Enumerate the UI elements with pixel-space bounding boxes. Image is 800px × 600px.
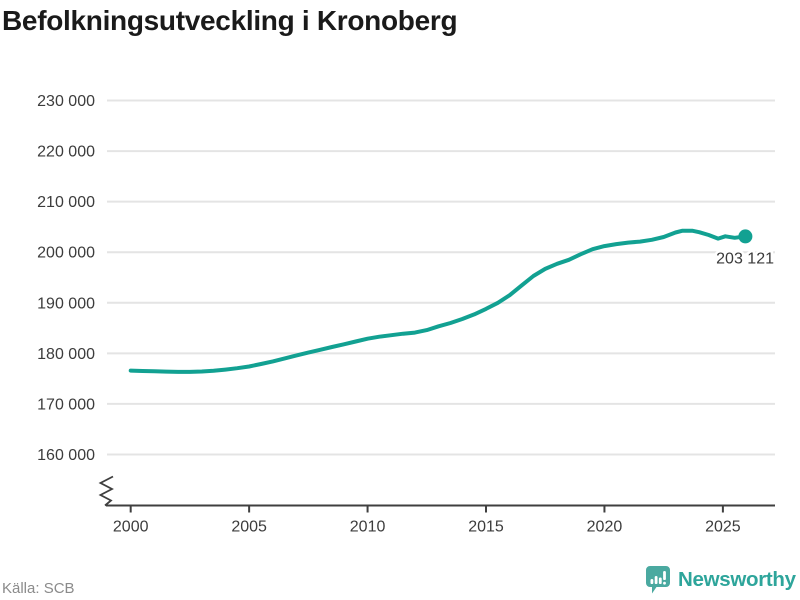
x-tick-label: 2005 [231,519,267,536]
x-tick-label: 2020 [587,519,623,536]
axis-break-icon [98,475,114,507]
y-tick-label: 190 000 [37,295,95,312]
exclamation-bar-icon [663,571,666,580]
y-tick-label: 210 000 [37,194,95,211]
bar-icon-medium [658,577,662,584]
population-line [128,228,748,374]
last-value-label: 203 121 [716,250,774,267]
bar-icon-short [650,579,654,584]
last-point-marker [738,229,753,244]
y-tick-label: 180 000 [37,346,95,363]
x-tick-label: 2015 [468,519,504,536]
x-tick-label: 2000 [113,519,149,536]
source-note: Källa: SCB [2,580,75,597]
newsworthy-wordmark: Newsworthy [678,568,796,591]
y-tick-label: 220 000 [37,144,95,161]
y-tick-label: 170 000 [37,396,95,413]
newsworthy-speech-bubble-chart-icon [646,566,670,594]
exclamation-dot-icon [663,581,666,585]
y-tick-label: 200 000 [37,245,95,262]
x-tick-label: 2025 [705,519,741,536]
page-title: Befolkningsutveckling i Kronoberg [2,5,458,36]
bar-icon-tall [654,576,658,584]
x-tick-label: 2010 [350,519,386,536]
y-tick-label: 230 000 [37,93,95,110]
newsworthy-logo: Newsworthy [646,566,796,594]
y-tick-label: 160 000 [37,447,95,464]
